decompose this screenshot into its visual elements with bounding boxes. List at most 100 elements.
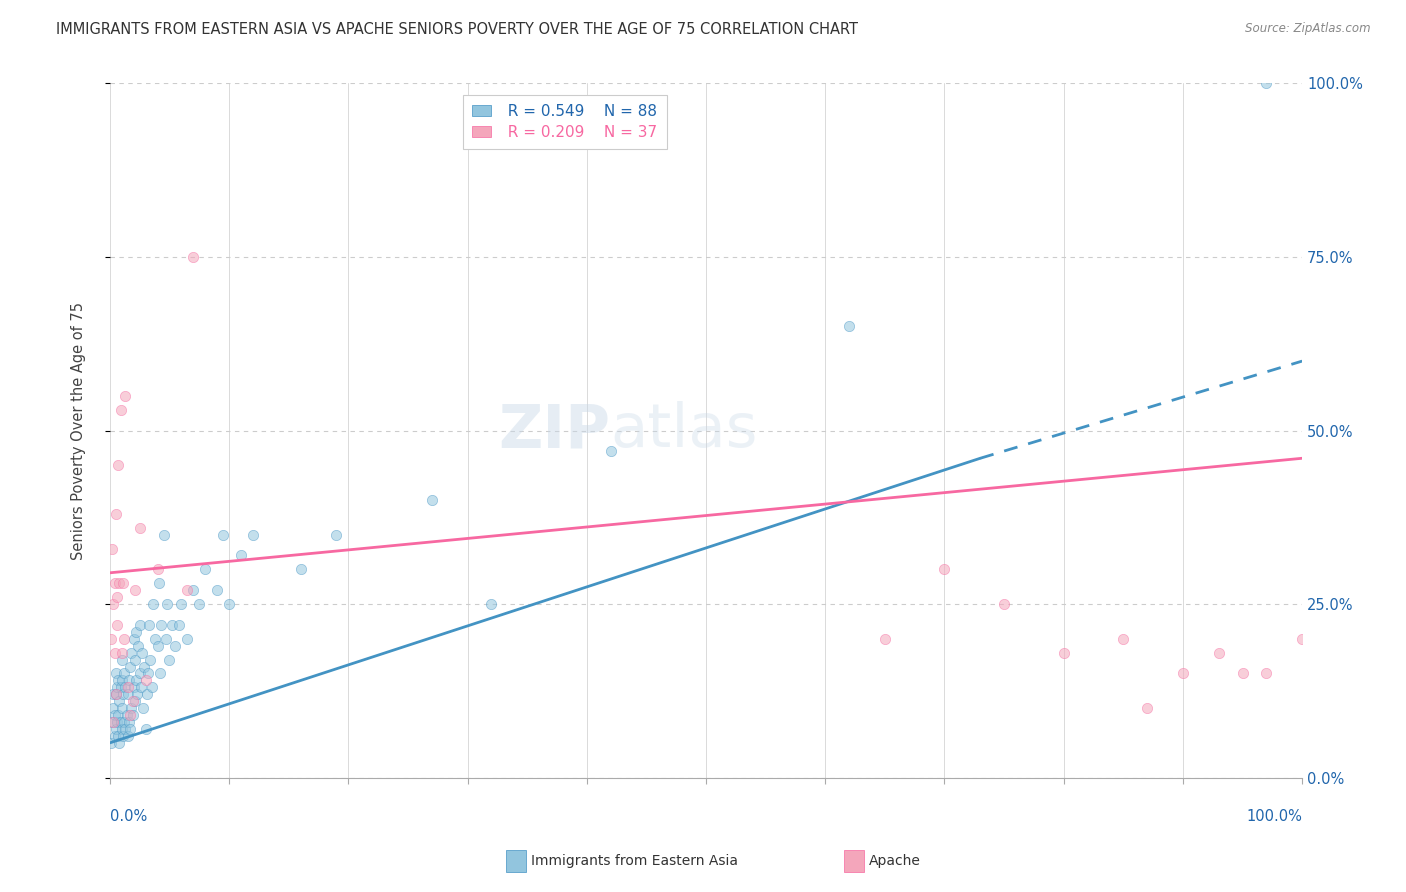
Point bbox=[1208, 646, 1230, 660]
Point bbox=[100, 632, 122, 646]
Point bbox=[194, 562, 217, 576]
Point bbox=[107, 458, 129, 473]
Point bbox=[101, 541, 124, 556]
Point bbox=[114, 681, 136, 695]
Point bbox=[150, 618, 173, 632]
Point bbox=[111, 673, 134, 688]
Point bbox=[117, 729, 139, 743]
Point bbox=[152, 527, 174, 541]
Point bbox=[132, 701, 155, 715]
Point bbox=[149, 666, 172, 681]
Point bbox=[104, 687, 127, 701]
Point bbox=[118, 673, 141, 688]
Point bbox=[1232, 666, 1254, 681]
Point bbox=[127, 687, 149, 701]
Point bbox=[1256, 77, 1278, 91]
Point bbox=[420, 492, 443, 507]
Point bbox=[135, 722, 157, 736]
Point bbox=[111, 687, 134, 701]
Point bbox=[120, 722, 142, 736]
Point bbox=[115, 708, 138, 723]
Point bbox=[135, 687, 157, 701]
Point bbox=[181, 583, 204, 598]
Point bbox=[124, 694, 146, 708]
Text: 0.0%: 0.0% bbox=[110, 809, 148, 824]
Point bbox=[138, 618, 160, 632]
Point bbox=[873, 632, 896, 646]
Point bbox=[104, 666, 127, 681]
Point bbox=[124, 583, 146, 598]
Point bbox=[111, 652, 134, 666]
Point bbox=[229, 549, 252, 563]
Point bbox=[118, 714, 141, 729]
Point bbox=[111, 729, 134, 743]
Point bbox=[136, 666, 159, 681]
Point bbox=[148, 576, 170, 591]
Point bbox=[131, 646, 153, 660]
Point bbox=[142, 597, 165, 611]
Point bbox=[108, 694, 131, 708]
Text: Source: ZipAtlas.com: Source: ZipAtlas.com bbox=[1246, 22, 1371, 36]
Point bbox=[124, 652, 146, 666]
Point bbox=[120, 701, 142, 715]
Point bbox=[125, 673, 148, 688]
Point bbox=[125, 624, 148, 639]
Point bbox=[104, 687, 127, 701]
Point bbox=[103, 701, 125, 715]
Point bbox=[934, 562, 956, 576]
Point bbox=[112, 666, 135, 681]
Point bbox=[103, 597, 125, 611]
Point bbox=[135, 673, 157, 688]
Point bbox=[114, 389, 136, 403]
Point bbox=[181, 250, 204, 264]
Point bbox=[325, 527, 347, 541]
Point bbox=[129, 681, 152, 695]
Point bbox=[1136, 701, 1159, 715]
Point bbox=[128, 666, 150, 681]
Point bbox=[111, 701, 134, 715]
Point bbox=[143, 632, 166, 646]
Point bbox=[1171, 666, 1194, 681]
Point bbox=[993, 597, 1015, 611]
Point bbox=[107, 708, 129, 723]
Point bbox=[111, 722, 134, 736]
Point bbox=[165, 639, 187, 653]
Point bbox=[100, 736, 122, 750]
Legend:   R = 0.549    N = 88,   R = 0.209    N = 37: R = 0.549 N = 88, R = 0.209 N = 37 bbox=[463, 95, 666, 149]
Point bbox=[127, 639, 149, 653]
Point bbox=[160, 618, 183, 632]
Point bbox=[105, 618, 128, 632]
Point bbox=[128, 618, 150, 632]
Point bbox=[110, 714, 132, 729]
Point bbox=[108, 736, 131, 750]
Point bbox=[290, 562, 312, 576]
Point bbox=[112, 714, 135, 729]
Point bbox=[103, 687, 125, 701]
Point bbox=[105, 681, 128, 695]
Point bbox=[117, 687, 139, 701]
Point bbox=[104, 722, 127, 736]
Point bbox=[107, 729, 129, 743]
Point bbox=[104, 507, 127, 521]
Point bbox=[1256, 666, 1278, 681]
Point bbox=[838, 319, 860, 334]
Point bbox=[107, 673, 129, 688]
Point bbox=[146, 562, 169, 576]
Point bbox=[167, 618, 190, 632]
Point bbox=[155, 632, 177, 646]
Point bbox=[104, 708, 127, 723]
Point bbox=[121, 708, 143, 723]
Point bbox=[205, 583, 228, 598]
Point bbox=[170, 597, 193, 611]
Point bbox=[120, 659, 142, 673]
Point bbox=[112, 632, 135, 646]
Point bbox=[120, 708, 142, 723]
Point bbox=[104, 576, 127, 591]
Y-axis label: Seniors Poverty Over the Age of 75: Seniors Poverty Over the Age of 75 bbox=[72, 301, 86, 559]
Point bbox=[159, 652, 181, 666]
Point bbox=[176, 583, 198, 598]
Point bbox=[146, 639, 169, 653]
Point bbox=[1112, 632, 1135, 646]
Text: atlas: atlas bbox=[610, 401, 758, 460]
Point bbox=[104, 646, 127, 660]
